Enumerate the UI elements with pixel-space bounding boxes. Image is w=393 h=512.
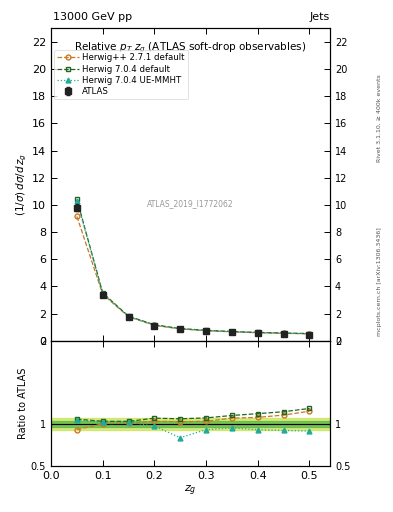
- Herwig 7.0.4 default: [100, 290, 105, 296]
- Line: Herwig++ 2.7.1 default: Herwig++ 2.7.1 default: [75, 214, 312, 336]
- Text: ATLAS_2019_I1772062: ATLAS_2019_I1772062: [147, 199, 234, 208]
- Herwig 7.0.4 UE-MMHT: [100, 290, 105, 296]
- Herwig++ 2.7.1 default: [230, 329, 234, 335]
- Text: mcplots.cern.ch [arXiv:1306.3436]: mcplots.cern.ch [arXiv:1306.3436]: [377, 227, 382, 336]
- Herwig 7.0.4 default: [230, 329, 234, 335]
- Herwig 7.0.4 default: [75, 197, 79, 203]
- Herwig++ 2.7.1 default: [75, 214, 79, 220]
- Bar: [51, 421, 330, 427]
- Herwig 7.0.4 default: [178, 326, 183, 332]
- Herwig 7.0.4 UE-MMHT: [126, 313, 131, 319]
- Herwig 7.0.4 default: [152, 322, 157, 328]
- Herwig++ 2.7.1 default: [281, 330, 286, 336]
- Line: Herwig 7.0.4 default: Herwig 7.0.4 default: [75, 197, 312, 336]
- Herwig 7.0.4 UE-MMHT: [204, 328, 208, 334]
- Herwig 7.0.4 UE-MMHT: [75, 198, 79, 204]
- Text: Rivet 3.1.10, ≥ 400k events: Rivet 3.1.10, ≥ 400k events: [377, 74, 382, 162]
- Herwig++ 2.7.1 default: [152, 322, 157, 328]
- Herwig++ 2.7.1 default: [100, 291, 105, 297]
- Herwig 7.0.4 default: [307, 331, 312, 337]
- Line: Herwig 7.0.4 UE-MMHT: Herwig 7.0.4 UE-MMHT: [75, 198, 312, 336]
- Text: Relative $p_T$ $z_g$ (ATLAS soft-drop observables): Relative $p_T$ $z_g$ (ATLAS soft-drop ob…: [74, 40, 307, 55]
- Herwig++ 2.7.1 default: [204, 328, 208, 334]
- Legend: Herwig++ 2.7.1 default, Herwig 7.0.4 default, Herwig 7.0.4 UE-MMHT, ATLAS: Herwig++ 2.7.1 default, Herwig 7.0.4 def…: [54, 50, 188, 99]
- Herwig 7.0.4 UE-MMHT: [178, 326, 183, 332]
- Herwig++ 2.7.1 default: [126, 314, 131, 320]
- Y-axis label: $(1/\sigma)\, d\sigma/d\, z_g$: $(1/\sigma)\, d\sigma/d\, z_g$: [15, 153, 29, 216]
- Herwig 7.0.4 UE-MMHT: [255, 330, 260, 336]
- Herwig++ 2.7.1 default: [307, 331, 312, 337]
- Herwig 7.0.4 default: [204, 327, 208, 333]
- Herwig 7.0.4 default: [126, 313, 131, 319]
- Herwig 7.0.4 default: [281, 330, 286, 336]
- Herwig 7.0.4 UE-MMHT: [281, 330, 286, 336]
- Y-axis label: Ratio to ATLAS: Ratio to ATLAS: [18, 368, 28, 439]
- Herwig 7.0.4 UE-MMHT: [152, 322, 157, 328]
- Herwig++ 2.7.1 default: [255, 330, 260, 336]
- Bar: [51, 418, 330, 430]
- Text: 13000 GeV pp: 13000 GeV pp: [53, 11, 132, 22]
- Text: Jets: Jets: [309, 11, 329, 22]
- Herwig 7.0.4 default: [255, 329, 260, 335]
- X-axis label: $z_g$: $z_g$: [184, 483, 197, 498]
- Herwig++ 2.7.1 default: [178, 326, 183, 332]
- Herwig 7.0.4 UE-MMHT: [230, 329, 234, 335]
- Herwig 7.0.4 UE-MMHT: [307, 331, 312, 337]
